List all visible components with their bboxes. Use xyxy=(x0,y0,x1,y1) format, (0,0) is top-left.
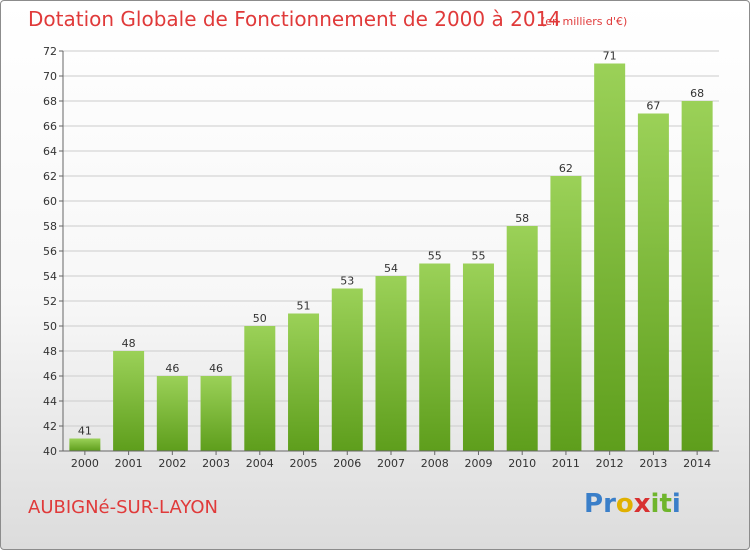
y-tick-label: 52 xyxy=(43,295,57,308)
bar-2013 xyxy=(637,113,669,451)
x-tick-label-2006: 2006 xyxy=(333,457,361,470)
data-label-2005: 51 xyxy=(297,300,311,313)
proxiti-logo: Proxiti xyxy=(584,489,681,519)
x-tick-label-2000: 2000 xyxy=(71,457,99,470)
x-tick-label-2007: 2007 xyxy=(377,457,405,470)
x-tick-label-2013: 2013 xyxy=(639,457,667,470)
data-label-2012: 71 xyxy=(603,50,617,63)
x-tick-label-2011: 2011 xyxy=(552,457,580,470)
data-label-2010: 58 xyxy=(515,212,529,225)
y-tick-label: 42 xyxy=(43,420,57,433)
y-tick-label: 64 xyxy=(43,145,57,158)
data-label-2013: 67 xyxy=(646,100,660,113)
bar-2000 xyxy=(69,438,101,451)
bar-2006 xyxy=(331,288,363,451)
data-label-2003: 46 xyxy=(209,362,223,375)
bar-2003 xyxy=(200,376,232,451)
logo-letter: i xyxy=(671,489,681,519)
y-tick-label: 62 xyxy=(43,170,57,183)
x-tick-label-2005: 2005 xyxy=(290,457,318,470)
data-label-2004: 50 xyxy=(253,312,267,325)
data-label-2000: 41 xyxy=(78,425,92,438)
x-tick-label-2008: 2008 xyxy=(421,457,449,470)
y-tick-label: 46 xyxy=(43,370,57,383)
x-axis-ticks: 2000 2001 2002 2003 2004 2005 2006 2007 2008 2009… xyxy=(71,451,711,470)
x-tick-label-2002: 2002 xyxy=(158,457,186,470)
logo-letter: r xyxy=(603,489,616,519)
bar-2002 xyxy=(156,376,188,451)
x-tick-label-2004: 2004 xyxy=(246,457,274,470)
bar-2004 xyxy=(244,326,276,451)
x-tick-label-2012: 2012 xyxy=(596,457,624,470)
data-label-2007: 54 xyxy=(384,262,398,275)
y-tick-label: 54 xyxy=(43,270,57,283)
town-name: AUBIGNé-SUR-LAYON xyxy=(28,497,219,518)
chart-subtitle: (en milliers d'€) xyxy=(541,15,628,28)
data-label-2001: 48 xyxy=(122,337,136,350)
y-tick-label: 50 xyxy=(43,320,57,333)
axes xyxy=(62,51,719,452)
y-axis-ticks: 40 42 44 46 48 50 52 54 56 58 60 62 64 66 68 70 72 xyxy=(43,45,63,458)
bar-2005 xyxy=(288,313,320,451)
y-tick-label: 60 xyxy=(43,195,57,208)
data-label-2011: 62 xyxy=(559,162,573,175)
y-tick-label: 66 xyxy=(43,120,57,133)
bar-2008 xyxy=(419,263,451,451)
chart-title: Dotation Globale de Fonctionnement de 20… xyxy=(28,7,561,31)
y-tick-label: 72 xyxy=(43,45,57,58)
x-tick-label-2009: 2009 xyxy=(464,457,492,470)
bar-2009 xyxy=(462,263,494,451)
bar-2007 xyxy=(375,276,407,451)
y-tick-label: 40 xyxy=(43,445,57,458)
x-tick-label-2014: 2014 xyxy=(683,457,711,470)
bar-2012 xyxy=(594,63,626,451)
y-tick-label: 68 xyxy=(43,95,57,108)
x-tick-label-2010: 2010 xyxy=(508,457,536,470)
x-tick-label-2001: 2001 xyxy=(115,457,143,470)
bar-2001 xyxy=(113,351,145,451)
y-tick-label: 70 xyxy=(43,70,57,83)
logo-letter: i xyxy=(650,489,660,519)
logo-letter: o xyxy=(615,489,634,519)
data-label-2009: 55 xyxy=(471,250,485,263)
data-labels: 41 48 46 46 50 51 53 54 55 55 58 62 71 67 68 xyxy=(78,50,704,438)
x-tick-label-2003: 2003 xyxy=(202,457,230,470)
data-label-2014: 68 xyxy=(690,87,704,100)
logo-letter: x xyxy=(633,489,651,519)
logo-letter: t xyxy=(659,489,672,519)
y-tick-label: 44 xyxy=(43,395,57,408)
logo-letter: P xyxy=(584,489,604,519)
y-tick-label: 56 xyxy=(43,245,57,258)
bar-2010 xyxy=(506,226,538,451)
data-label-2002: 46 xyxy=(165,362,179,375)
y-tick-label: 48 xyxy=(43,345,57,358)
data-label-2008: 55 xyxy=(428,250,442,263)
data-label-2006: 53 xyxy=(340,275,354,288)
y-tick-label: 58 xyxy=(43,220,57,233)
bars xyxy=(69,63,713,451)
bar-2014 xyxy=(681,101,713,451)
bar-2011 xyxy=(550,176,582,451)
